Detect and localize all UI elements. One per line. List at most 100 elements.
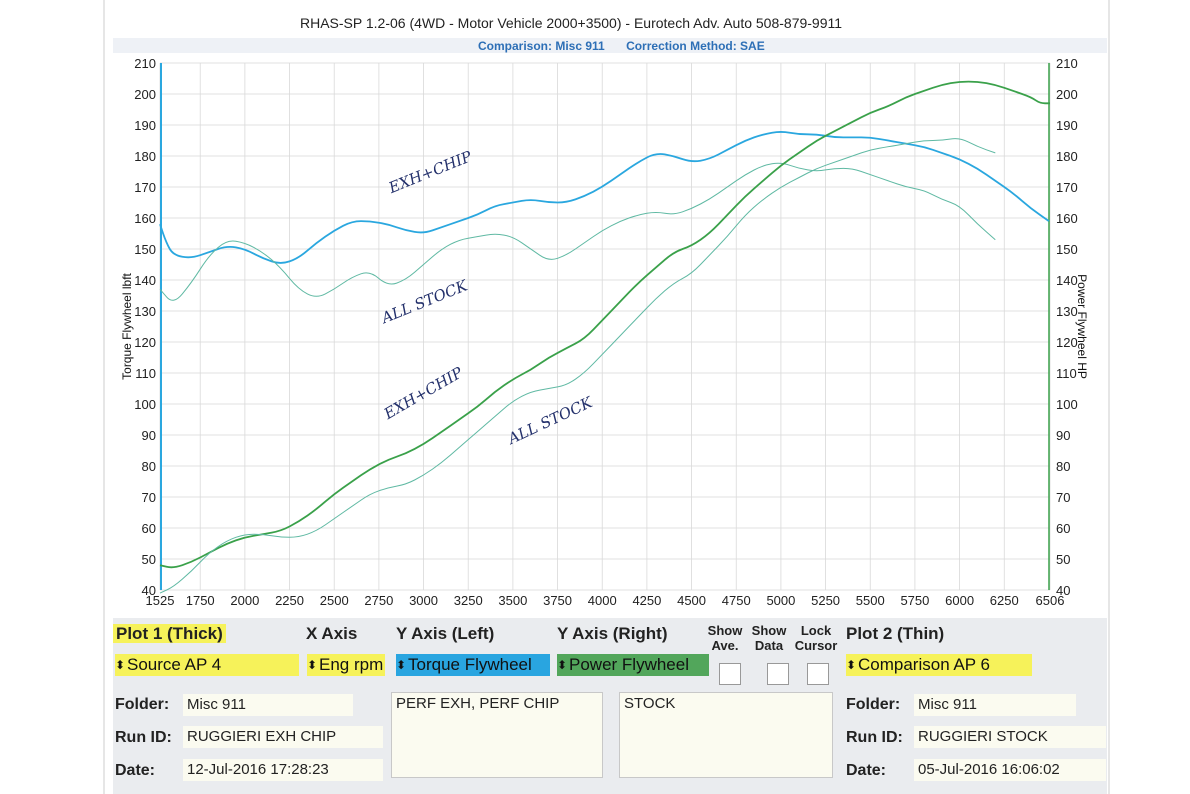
dyno-chart[interactable]: 40 40 50 50 60 60 70 70 80 80 90 90 100 100 110 110 120 1… — [120, 55, 1089, 608]
y-tick-label-right: 170 — [1056, 180, 1078, 195]
plot2-date-field[interactable]: 05-Jul-2016 16:06:02 — [914, 759, 1106, 781]
series-line-3 — [159, 138, 996, 594]
plot1-runid-field[interactable]: RUGGIERI EXH CHIP — [183, 726, 383, 748]
yright-select[interactable]: ⬍ Power Flywheel — [557, 654, 709, 676]
y-tick-label-right: 150 — [1056, 242, 1078, 257]
updown-arrow-icon: ⬍ — [115, 658, 126, 672]
x-tick-label: 3750 — [543, 593, 572, 608]
show-ave-heading: Show Ave. — [707, 623, 743, 653]
y-tick-label-right: 90 — [1056, 428, 1070, 443]
y-tick-label-right: 160 — [1056, 211, 1078, 226]
lock-cursor-heading: Lock Cursor — [794, 623, 838, 653]
xaxis-select[interactable]: ⬍ Eng rpm — [307, 654, 385, 676]
plot1-runid-label: Run ID: — [115, 729, 172, 746]
plot-area[interactable]: 40 40 50 50 60 60 70 70 80 80 90 90 100 100 110 110 120 1… — [120, 55, 1089, 608]
series-line-1 — [159, 162, 996, 301]
x-tick-label: 5500 — [856, 593, 885, 608]
x-tick-label: 1525 — [146, 593, 175, 608]
chart-subtitle: Comparison: Misc 911 Correction Method: … — [478, 39, 783, 53]
x-tick-label: 5750 — [900, 593, 929, 608]
plot2-date-label: Date: — [846, 762, 887, 779]
source-select[interactable]: ⬍ Source AP 4 — [115, 654, 299, 676]
x-tick-label: 5000 — [766, 593, 795, 608]
y-axis-title-left: Torque Flywheel lbft — [120, 272, 134, 379]
yleft-select[interactable]: ⬍ Torque Flywheel — [396, 654, 550, 676]
handwritten-annotation: EXH+CHIP — [385, 147, 475, 197]
y-tick-label-left: 140 — [134, 273, 156, 288]
y-tick-label-right: 180 — [1056, 149, 1078, 164]
y-tick-label-left: 70 — [142, 490, 156, 505]
page-edge-left — [103, 0, 105, 794]
plot1-date-label: Date: — [115, 762, 156, 779]
plot1-folder-field[interactable]: Misc 911 — [183, 694, 353, 716]
y-tick-label-right: 40 — [1056, 583, 1070, 598]
plot1-folder-label: Folder: — [115, 696, 170, 713]
plot2-runid-field[interactable]: RUGGIERI STOCK — [914, 726, 1106, 748]
plot1-notes[interactable]: PERF EXH, PERF CHIP — [391, 692, 603, 778]
x-tick-label: 3250 — [454, 593, 483, 608]
plot2-folder-field[interactable]: Misc 911 — [914, 694, 1076, 716]
control-panel: Plot 1 (Thick) X Axis Y Axis (Left) Y Ax… — [113, 618, 1107, 794]
series-line-2 — [159, 80, 1050, 569]
show-ave-checkbox[interactable] — [719, 663, 741, 685]
updown-arrow-icon: ⬍ — [846, 658, 857, 672]
x-tick-label: 3000 — [409, 593, 438, 608]
y-tick-label-right: 80 — [1056, 459, 1070, 474]
comparison-select[interactable]: ⬍ Comparison AP 6 — [846, 654, 1032, 676]
correction-label: Correction Method: SAE — [626, 39, 765, 53]
y-tick-label-right: 210 — [1056, 56, 1078, 71]
lock-cursor-checkbox[interactable] — [807, 663, 829, 685]
y-tick-label-left: 200 — [134, 87, 156, 102]
plot2-notes[interactable]: STOCK — [619, 692, 833, 778]
handwritten-annotation: ALL STOCK — [503, 393, 595, 449]
y-tick-label-left: 40 — [142, 583, 156, 598]
x-tick-label: 6250 — [990, 593, 1019, 608]
y-tick-label-left: 110 — [135, 366, 156, 381]
y-tick-label-left: 50 — [142, 552, 156, 567]
y-tick-label-left: 190 — [134, 118, 156, 133]
x-tick-label: 2750 — [364, 593, 393, 608]
x-tick-label: 1750 — [186, 593, 215, 608]
y-tick-label-left: 210 — [134, 56, 156, 71]
x-tick-label: 3500 — [498, 593, 527, 608]
y-tick-label-right: 110 — [1056, 366, 1077, 381]
y-tick-label-left: 130 — [134, 304, 156, 319]
x-tick-label: 5250 — [811, 593, 840, 608]
x-tick-label: 6506 — [1036, 593, 1065, 608]
y-tick-label-right: 190 — [1056, 118, 1078, 133]
xaxis-heading: X Axis — [306, 624, 358, 643]
y-tick-label-left: 100 — [134, 397, 156, 412]
x-tick-label: 6000 — [945, 593, 974, 608]
x-tick-label: 2250 — [275, 593, 304, 608]
plot2-heading: Plot 2 (Thin) — [846, 624, 945, 643]
plot1-date-field[interactable]: 12-Jul-2016 17:28:23 — [183, 759, 383, 781]
y-tick-label-right: 70 — [1056, 490, 1070, 505]
y-tick-label-right: 120 — [1056, 335, 1078, 350]
y-tick-label-left: 90 — [142, 428, 156, 443]
y-tick-label-left: 80 — [142, 459, 156, 474]
y-tick-label-right: 60 — [1056, 521, 1070, 536]
show-data-heading: Show Data — [751, 623, 787, 653]
show-data-checkbox[interactable] — [767, 663, 789, 685]
x-tick-label: 2000 — [230, 593, 259, 608]
updown-arrow-icon: ⬍ — [396, 658, 407, 672]
y-tick-label-right: 130 — [1056, 304, 1078, 319]
x-tick-label: 4750 — [722, 593, 751, 608]
chart-title: RHAS-SP 1.2-06 (4WD - Motor Vehicle 2000… — [300, 15, 843, 31]
y-tick-label-left: 160 — [134, 211, 156, 226]
y-axis-title-right: Power Flywheel HP — [1075, 274, 1089, 379]
plot2-folder-label: Folder: — [846, 696, 901, 713]
y-tick-label-left: 120 — [134, 335, 156, 350]
y-tick-label-right: 100 — [1056, 397, 1078, 412]
x-tick-label: 4000 — [588, 593, 617, 608]
y-tick-label-left: 150 — [134, 242, 156, 257]
updown-arrow-icon: ⬍ — [557, 658, 568, 672]
plot1-heading: Plot 1 (Thick) — [113, 624, 226, 644]
yright-heading: Y Axis (Right) — [557, 624, 668, 643]
series-line-0 — [159, 131, 1050, 264]
page-edge-right — [1108, 0, 1110, 794]
y-tick-label-left: 170 — [134, 180, 156, 195]
updown-arrow-icon: ⬍ — [307, 658, 318, 672]
y-tick-label-right: 200 — [1056, 87, 1078, 102]
plot2-runid-label: Run ID: — [846, 729, 903, 746]
